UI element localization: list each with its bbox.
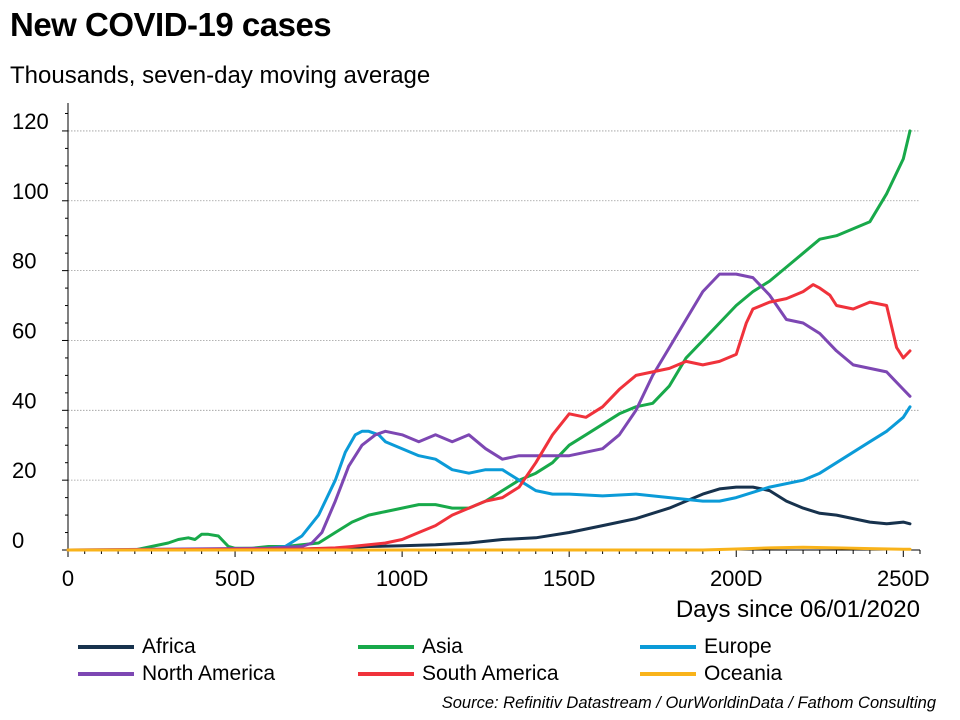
legend-item-africa: Africa [78, 634, 196, 660]
legend-item-europe: Europe [640, 634, 772, 660]
x-tick-label: 0 [62, 566, 74, 591]
legend-item-asia: Asia [358, 634, 463, 660]
x-tick-label: 100D [376, 566, 429, 591]
x-tick-label: 50D [215, 566, 255, 591]
series-line-north-america [66, 272, 912, 552]
series-line-south-america [66, 283, 912, 552]
legend-swatch-asia [358, 645, 414, 649]
x-tick-label: 200D [710, 566, 763, 591]
series-line-europe [66, 405, 912, 552]
legend-label-south-america: South America [422, 662, 559, 685]
y-tick-label: 120 [12, 109, 49, 134]
chart-subtitle: Thousands, seven-day moving average [10, 62, 431, 89]
x-tick-label: 150D [543, 566, 596, 591]
legend-swatch-europe [640, 645, 696, 649]
legend-item-north-america: North America [78, 661, 275, 687]
legend-label-europe: Europe [704, 635, 772, 658]
x-tick-label: 250D [877, 566, 930, 591]
y-tick-label: 60 [12, 318, 36, 343]
legend-item-oceania: Oceania [640, 661, 782, 687]
y-tick-label: 20 [12, 458, 36, 483]
legend-swatch-south-america [358, 672, 414, 676]
series-line-oceania [66, 545, 912, 552]
y-tick-label: 40 [12, 388, 36, 413]
series-line-africa [66, 485, 912, 552]
y-tick-label: 0 [12, 528, 24, 553]
chart-title: New COVID-19 cases [10, 6, 332, 43]
legend: Africa Asia Europe North America South A… [78, 634, 938, 690]
source-note: Source: Refinitiv Datastream / OurWorldi… [441, 694, 936, 712]
legend-item-south-america: South America [358, 661, 559, 687]
legend-swatch-africa [78, 645, 134, 649]
legend-label-asia: Asia [422, 635, 463, 658]
legend-swatch-north-america [78, 672, 134, 676]
y-tick-label: 100 [12, 179, 49, 204]
legend-label-oceania: Oceania [704, 662, 783, 685]
legend-label-africa: Africa [142, 635, 196, 658]
legend-swatch-oceania [640, 672, 696, 676]
y-tick-label: 80 [12, 249, 36, 274]
x-axis-label: Days since 06/01/2020 [675, 596, 920, 623]
legend-label-north-america: North America [142, 662, 276, 685]
